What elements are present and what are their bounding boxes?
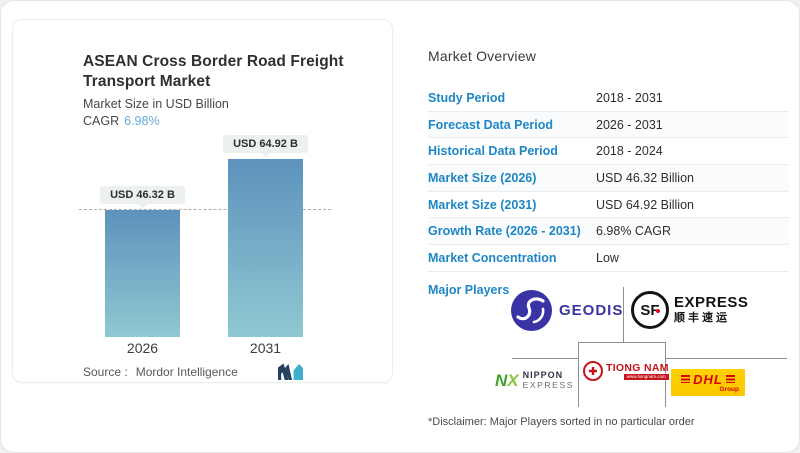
tiong-nam-emblem-cross (589, 367, 597, 375)
dhl-stripes-right-icon (725, 375, 735, 383)
row-value: 2018 - 2024 (596, 144, 663, 159)
sf-wordmark: EXPRESS 顺丰速运 (674, 295, 748, 324)
tiong-nam-emblem-icon (583, 361, 603, 381)
chart-title-line1: ASEAN Cross Border Road Freight (83, 53, 344, 70)
row-value: 2018 - 2031 (596, 90, 663, 105)
major-players-label: Major Players (428, 283, 510, 297)
express-text: EXPRESS (522, 379, 574, 390)
row-value: USD 64.92 Billion (596, 197, 694, 212)
row-label: Study Period (428, 90, 506, 105)
table-row: Market Size (2026) USD 46.32 Billion (428, 165, 789, 192)
geodis-globe-icon (511, 290, 552, 331)
reference-dashed-line (79, 209, 331, 210)
table-row: Historical Data Period 2018 - 2024 (428, 138, 789, 166)
row-label: Forecast Data Period (428, 117, 554, 132)
dhl-wordmark: DHL (681, 373, 735, 386)
geodis-wordmark: GEODIS (559, 302, 624, 319)
chart-title: ASEAN Cross Border Road Freight Transpor… (83, 52, 363, 92)
mordor-intelligence-logo-icon (278, 363, 303, 380)
row-label: Market Concentration (428, 250, 557, 265)
table-row: Growth Rate (2026 - 2031) 6.98% CAGR (428, 218, 789, 246)
nippon-text: NIPPON (522, 370, 564, 380)
overview-heading: Market Overview (428, 48, 537, 64)
cagr-value: 6.98% (124, 114, 160, 128)
bar-column-2026: USD 46.32 B (100, 20, 185, 337)
table-row: Market Size (2031) USD 64.92 Billion (428, 192, 789, 219)
sf-express-logo: SF EXPRESS 顺丰速运 (631, 291, 748, 329)
sf-chinese-text: 顺丰速运 (674, 312, 730, 325)
row-value: Low (596, 250, 619, 265)
tiong-nam-text: TIONG NAM (606, 362, 669, 374)
disclaimer-text: *Disclaimer: Major Players sorted in no … (428, 416, 695, 428)
source-value: Mordor Intelligence (135, 365, 238, 379)
dhl-stripes-left-icon (681, 375, 691, 383)
chart-header: ASEAN Cross Border Road Freight Transpor… (83, 52, 363, 128)
overview-table: Study Period 2018 - 2031 Forecast Data Pe… (428, 85, 789, 272)
tiong-nam-wordmark: TIONG NAM www.tiongnam.com (606, 362, 669, 380)
row-value: USD 46.32 Billion (596, 170, 694, 185)
tiong-nam-url: www.tiongnam.com (623, 374, 669, 380)
sf-circle-icon: SF (631, 291, 669, 329)
source-label: Source : (83, 365, 128, 379)
x-axis-label-2026: 2026 (126, 340, 159, 356)
nx-letter-n: N (495, 371, 508, 391)
market-size-chart-card: ASEAN Cross Border Road Freight Transpor… (12, 19, 393, 383)
tiong-nam-logo: TIONG NAM www.tiongnam.com (583, 361, 669, 381)
x-axis-label-2031: 2031 (249, 340, 282, 356)
cagr-line: CAGR 6.98% (83, 114, 363, 128)
chart-subtitle: Market Size in USD Billion (83, 97, 229, 111)
row-value: 2026 - 2031 (596, 117, 663, 132)
bar-value-pill-2031: USD 64.92 B (223, 135, 308, 158)
dhl-logo: DHL Group (671, 369, 745, 396)
bar-2031 (228, 159, 303, 337)
connector-horizontal-right (666, 358, 787, 359)
nx-letter-x: X (507, 371, 519, 391)
row-label: Growth Rate (2026 - 2031) (428, 224, 581, 239)
dhl-text: DHL (693, 371, 723, 387)
dhl-group-text: Group (719, 385, 740, 393)
connector-vertical-line (623, 287, 624, 342)
nippon-express-logo: NX NIPPON EXPRESS (495, 370, 574, 390)
table-row: Forecast Data Period 2026 - 2031 (428, 111, 789, 139)
row-value: 6.98% CAGR (596, 224, 672, 239)
connector-horizontal-left (512, 358, 578, 359)
bar-value-2026: USD 46.32 B (110, 189, 175, 201)
bar-column-2031: USD 64.92 B (223, 20, 308, 337)
nx-wordmark: NIPPON EXPRESS (522, 370, 574, 390)
bar-2026 (105, 210, 180, 337)
chart-title-line2: Transport Market (83, 73, 211, 90)
source-line: Source : Mordor Intelligence (83, 365, 238, 379)
nx-mark-icon: NX (495, 372, 519, 389)
bar-value-2031: USD 64.92 B (233, 138, 298, 150)
row-label: Market Size (2026) (428, 170, 537, 185)
row-label: Market Size (2031) (428, 197, 537, 212)
sf-initials: SF (640, 301, 660, 319)
sf-express-text: EXPRESS (674, 294, 749, 312)
table-row: Study Period 2018 - 2031 (428, 85, 789, 112)
sf-red-dot-icon (656, 309, 660, 313)
geodis-logo: GEODIS (511, 290, 623, 331)
cagr-label: CAGR (83, 114, 120, 128)
table-row: Market Concentration Low (428, 245, 789, 272)
bar-value-pill-2026: USD 46.32 B (100, 186, 185, 209)
row-label: Historical Data Period (428, 144, 558, 159)
